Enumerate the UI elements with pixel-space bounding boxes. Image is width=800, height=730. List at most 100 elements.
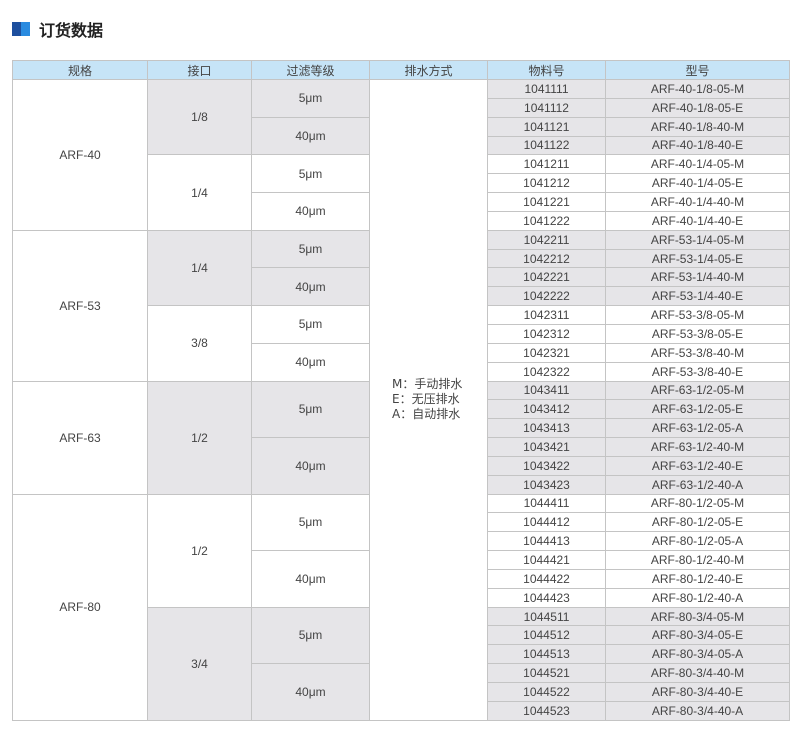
model-cell: ARF-40-1/4-05-E [605, 173, 790, 194]
model-cell: ARF-80-3/4-05-A [605, 644, 790, 665]
header-part-number: 物料号 [487, 60, 606, 80]
model-cell: ARF-80-1/2-05-E [605, 512, 790, 533]
part-number-cell: 1041122 [487, 135, 606, 156]
part-number-cell: 1043411 [487, 380, 606, 401]
part-number-cell: 1043412 [487, 399, 606, 420]
header-drain-method: 排水方式 [369, 60, 488, 80]
model-cell: ARF-53-1/4-40-M [605, 267, 790, 288]
table-row: 40μm 1041221 ARF-40-1/4-40-M [13, 192, 790, 231]
part-number-cell: 1042312 [487, 323, 606, 344]
section-title: 订货数据 [12, 18, 103, 40]
table-row: 1044413 ARF-80-1/2-05-A [13, 531, 790, 552]
part-number-cell: 1043421 [487, 437, 606, 457]
model-cell: ARF-53-1/4-40-E [605, 286, 790, 307]
port-cell: 3/8 [147, 305, 252, 382]
filter-grade-cell: 40μm [251, 342, 370, 382]
table-row: 1043423 ARF-63-1/2-40-A [13, 474, 790, 495]
filter-grade-cell: 40μm [251, 116, 370, 156]
table-row: 1041112 ARF-40-1/8-05-E [13, 97, 790, 118]
table-row: 1044423 ARF-80-1/2-40-A [13, 587, 790, 608]
filter-grade-cell: 5μm [251, 79, 370, 118]
model-cell: ARF-40-1/8-40-E [605, 135, 790, 156]
order-data-table: 规格 接口 过滤等级 排水方式 物料号 型号 ARF-40 1/8 5μm M：手动排… [12, 60, 790, 721]
part-number-cell: 1041121 [487, 116, 606, 137]
filter-grade-cell: 40μm [251, 663, 370, 721]
table-row: 3/4 5μm 1044511 ARF-80-3/4-05-M [13, 606, 790, 721]
filter-grade-cell: 5μm [251, 229, 370, 269]
part-number-cell: 1044523 [487, 700, 606, 721]
table-row: ARF-40 1/8 5μm M：手动排水 E：无压排水 A：自动排水 1041111 ARF… [12, 78, 790, 721]
table-row: 40μm 1042221 ARF-53-1/4-40-M [13, 267, 790, 307]
table-row: 1043412 ARF-63-1/2-05-E [13, 399, 790, 420]
part-number-cell: 1041111 [487, 79, 606, 99]
model-cell: ARF-53-3/8-05-E [605, 323, 790, 344]
model-cell: ARF-80-1/2-05-M [605, 493, 790, 514]
part-number-cell: 1044423 [487, 587, 606, 608]
part-number-cell: 1042322 [487, 361, 606, 382]
port-cell: 1/2 [147, 493, 252, 608]
part-number-cell: 1044513 [487, 644, 606, 665]
table-row: 1041222 ARF-40-1/4-40-E [13, 210, 790, 231]
filter-grade-cell: 40μm [251, 437, 370, 495]
part-number-cell: 1042222 [487, 286, 606, 307]
table-header-row: 规格 接口 过滤等级 排水方式 物料号 型号 [12, 60, 790, 80]
model-cell: ARF-40-1/4-40-E [605, 210, 790, 231]
part-number-cell: 1042221 [487, 267, 606, 288]
table-row: 1042312 ARF-53-3/8-05-E [13, 323, 790, 344]
filter-grade-cell: 40μm [251, 550, 370, 608]
filter-grade-cell: 5μm [251, 305, 370, 344]
table-row: 1044523 ARF-80-3/4-40-A [13, 700, 790, 721]
table-row: 40μm 1042321 ARF-53-3/8-40-M [13, 342, 790, 382]
part-number-cell: 1043423 [487, 474, 606, 495]
part-number-cell: 1041222 [487, 210, 606, 231]
model-cell: ARF-63-1/2-05-M [605, 380, 790, 401]
model-cell: ARF-40-1/4-40-M [605, 192, 790, 212]
port-cell: 1/4 [147, 229, 252, 307]
drain-option: M：手动排水 [392, 377, 463, 392]
part-number-cell: 1041211 [487, 154, 606, 175]
model-cell: ARF-80-3/4-05-E [605, 625, 790, 646]
model-cell: ARF-40-1/8-05-E [605, 97, 790, 118]
port-cell: 3/4 [147, 606, 252, 721]
model-cell: ARF-63-1/2-40-A [605, 474, 790, 495]
part-number-cell: 1042321 [487, 342, 606, 363]
filter-grade-cell: 5μm [251, 493, 370, 552]
title-square-icon [12, 22, 21, 36]
spec-cell: ARF-63 [12, 380, 148, 495]
part-number-cell: 1042311 [487, 305, 606, 325]
model-cell: ARF-63-1/2-40-E [605, 455, 790, 476]
part-number-cell: 1044511 [487, 606, 606, 627]
table-row: 3/8 5μm 1042311 ARF-53-3/8-05-M [13, 305, 790, 382]
table-row: 1043422 ARF-63-1/2-40-E [13, 455, 790, 476]
model-cell: ARF-53-3/8-40-M [605, 342, 790, 363]
table-row: 1/4 5μm 1041211 ARF-40-1/4-05-M [13, 154, 790, 231]
model-cell: ARF-63-1/2-05-A [605, 418, 790, 439]
section-title-text: 订货数据 [39, 21, 104, 40]
model-cell: ARF-53-1/4-05-M [605, 229, 790, 250]
table-row: 1044522 ARF-80-3/4-40-E [13, 682, 790, 702]
spec-cell: ARF-53 [12, 229, 148, 382]
part-number-cell: 1044413 [487, 531, 606, 552]
spec-cell: ARF-80 [12, 493, 148, 721]
model-cell: ARF-40-1/8-40-M [605, 116, 790, 137]
part-number-cell: 1041212 [487, 173, 606, 194]
part-number-cell: 1041221 [487, 192, 606, 212]
model-cell: ARF-80-1/2-05-A [605, 531, 790, 552]
port-cell: 1/8 [147, 78, 252, 156]
filter-grade-cell: 5μm [251, 380, 370, 439]
header-filter-grade: 过滤等级 [251, 60, 370, 80]
filter-grade-cell: 40μm [251, 192, 370, 231]
part-number-cell: 1044521 [487, 663, 606, 683]
port-cell: 1/2 [147, 380, 252, 495]
drain-method-cell: M：手动排水 E：无压排水 A：自动排水 [369, 79, 488, 721]
part-number-cell: 1044411 [487, 493, 606, 514]
part-number-cell: 1042211 [487, 229, 606, 250]
part-number-cell: 1042212 [487, 248, 606, 269]
part-number-cell: 1041112 [487, 97, 606, 118]
model-cell: ARF-80-1/2-40-A [605, 587, 790, 608]
filter-grade-cell: 5μm [251, 154, 370, 194]
model-cell: ARF-53-3/8-40-E [605, 361, 790, 382]
header-model: 型号 [605, 60, 790, 80]
part-number-cell: 1043413 [487, 418, 606, 439]
table-row: 1041122 ARF-40-1/8-40-E [13, 135, 790, 156]
